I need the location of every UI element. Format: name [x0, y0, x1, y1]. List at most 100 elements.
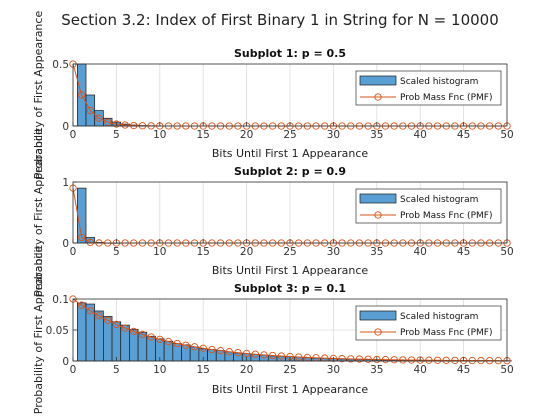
pmf-marker	[78, 91, 86, 99]
x-tick-label: 20	[240, 129, 253, 141]
x-tick-label: 20	[240, 246, 253, 258]
figure-title: Section 3.2: Index of First Binary 1 in …	[61, 11, 499, 29]
legend: Scaled histogram Prob Mass Fnc (PMF)	[355, 70, 502, 106]
x-axis-label: Bits Until First 1 Appearance	[212, 383, 369, 396]
pmf-marker	[277, 352, 285, 360]
legend: Scaled histogram Prob Mass Fnc (PMF)	[355, 305, 502, 341]
legend-pmf-marker	[374, 328, 382, 336]
x-tick-label: 5	[113, 364, 120, 376]
pmf-marker	[156, 335, 164, 344]
pmf-marker	[173, 339, 181, 348]
x-tick-label: 45	[457, 364, 470, 376]
pmf-marker	[242, 349, 251, 358]
x-tick-label: 30	[327, 364, 340, 376]
legend-label-histogram: Scaled histogram	[400, 77, 478, 87]
x-tick-label: 0	[70, 129, 77, 141]
histogram-bar	[137, 331, 148, 362]
pmf-marker	[86, 106, 95, 115]
histogram-bar	[94, 310, 104, 362]
legend-pmf-marker	[374, 211, 382, 219]
y-tick-label: 0	[62, 356, 69, 368]
x-tick-label: 50	[500, 364, 513, 376]
pmf-marker	[381, 355, 390, 364]
pmf-marker	[442, 356, 450, 364]
pmf-marker	[78, 301, 86, 309]
legend-label-pmf: Prob Mass Fnc (PMF)	[400, 328, 492, 338]
x-tick-label: 35	[370, 129, 383, 141]
pmf-marker	[329, 354, 338, 363]
x-tick-label: 40	[414, 129, 427, 141]
pmf-marker	[164, 337, 173, 346]
pmf-marker	[199, 344, 207, 352]
x-tick-label: 5	[113, 246, 120, 258]
pmf-marker	[355, 355, 364, 363]
y-tick-label: 0.5	[52, 59, 69, 71]
legend-label-histogram: Scaled histogram	[400, 312, 478, 322]
x-tick-label: 0	[70, 364, 77, 376]
pmf-marker	[390, 356, 398, 364]
pmf-marker	[216, 346, 225, 355]
subplot-1: 0 5 10 15 20 25 30 35 40 45 50 0 0.5 Subplot 1: p = 0…	[32, 11, 514, 180]
x-tick-label: 45	[457, 246, 470, 258]
pmf-marker	[86, 238, 95, 247]
pmf-marker	[95, 114, 103, 122]
x-tick-label: 5	[113, 129, 120, 141]
y-tick-label: 1	[62, 177, 69, 189]
pmf-marker	[407, 356, 416, 364]
y-tick-label: 0.1	[52, 294, 69, 306]
pmf-marker	[182, 341, 190, 349]
legend-bar-swatch	[359, 193, 397, 204]
x-tick-label: 15	[197, 364, 210, 376]
pmf-marker	[477, 356, 485, 365]
pmf-marker	[130, 121, 138, 130]
x-tick-label: 40	[414, 364, 427, 376]
pmf-marker	[121, 324, 129, 332]
y-axis-label: Probability of First Appearance	[32, 246, 45, 415]
pmf-marker	[225, 348, 233, 356]
pmf-marker	[451, 356, 459, 365]
pmf-marker	[399, 356, 407, 364]
pmf-marker	[251, 350, 259, 358]
histogram-bar	[129, 328, 139, 362]
x-tick-label: 10	[153, 246, 166, 258]
y-axis-label: Probability of First Appearance	[32, 128, 45, 297]
histogram-bar	[120, 324, 130, 362]
pmf-marker	[364, 355, 372, 363]
x-tick-label: 25	[283, 129, 296, 141]
pmf-marker	[260, 351, 268, 359]
x-tick-label: 45	[457, 129, 470, 141]
x-tick-label: 40	[414, 246, 427, 258]
pmf-marker	[373, 355, 381, 364]
pmf-marker	[147, 333, 155, 341]
pmf-marker	[95, 312, 103, 320]
x-tick-label: 30	[327, 129, 340, 141]
x-axis-label: Bits Until First 1 Appearance	[212, 264, 369, 277]
x-tick-label: 15	[197, 129, 210, 141]
pmf-marker	[138, 330, 147, 338]
legend: Scaled histogram Prob Mass Fnc (PMF)	[355, 188, 502, 224]
pmf-marker	[121, 121, 129, 129]
pmf-marker	[425, 356, 433, 364]
x-tick-label: 10	[153, 129, 166, 141]
pmf-marker	[268, 351, 277, 360]
legend-label-histogram: Scaled histogram	[400, 195, 478, 205]
pmf-marker	[112, 120, 121, 128]
pmf-marker	[112, 320, 121, 329]
x-tick-label: 25	[283, 246, 296, 258]
subplot-title: Subplot 3: p = 0.1	[234, 282, 346, 295]
pmf-marker	[190, 343, 199, 351]
pmf-marker	[86, 307, 95, 315]
legend-bar-swatch	[359, 75, 397, 86]
pmf-marker	[208, 345, 216, 354]
x-axis-label: Bits Until First 1 Appearance	[212, 147, 369, 160]
x-tick-label: 35	[370, 246, 383, 258]
legend-bar-swatch	[359, 310, 397, 321]
pmf-marker	[104, 316, 112, 324]
x-tick-label: 35	[370, 364, 383, 376]
x-tick-label: 15	[197, 246, 210, 258]
y-tick-label: 0	[62, 121, 69, 133]
x-tick-label: 10	[153, 364, 166, 376]
